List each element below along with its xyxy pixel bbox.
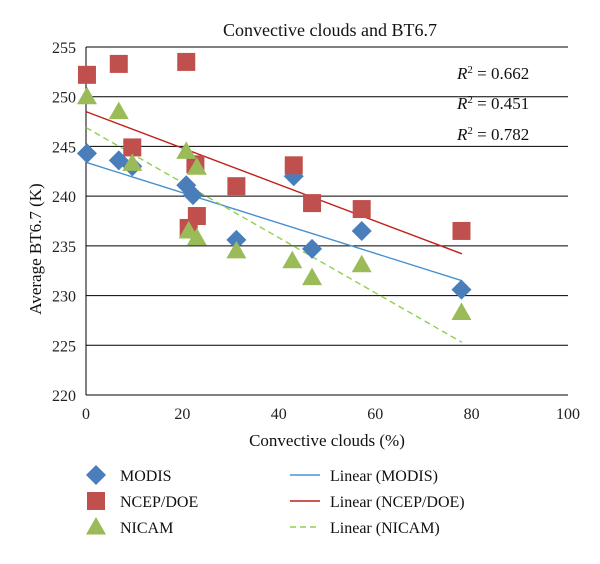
ncep-doe-point bbox=[284, 156, 303, 175]
legend-marker-nicam bbox=[86, 517, 106, 535]
ncep-doe-point bbox=[109, 54, 128, 73]
r-squared-label: R2 = 0.662 bbox=[456, 64, 529, 83]
r-squared-annotations: R2 = 0.662 R2 = 0.451 R2 = 0.782 bbox=[456, 64, 529, 144]
x-tick-label: 0 bbox=[82, 406, 90, 423]
trendline-ncep-doe bbox=[85, 110, 463, 255]
modis-point bbox=[226, 229, 247, 250]
x-tick-label: 60 bbox=[367, 406, 383, 423]
legend-label-nicam: NICAM bbox=[120, 520, 173, 537]
nicam-point bbox=[186, 157, 207, 175]
modis-point bbox=[76, 143, 97, 164]
x-axis-title: Convective clouds (%) bbox=[249, 431, 405, 450]
legend-label-trend-nicam: Linear (NICAM) bbox=[330, 520, 440, 537]
y-tick-labels: 220 225 230 235 240 245 250 255 bbox=[52, 40, 76, 405]
r-squared-label: R2 = 0.782 bbox=[456, 125, 529, 144]
x-tick-labels: 0 20 40 60 80 100 bbox=[82, 406, 580, 423]
legend: MODIS NCEP/DOE NICAM Linear (MODIS) Linear (… bbox=[86, 465, 465, 537]
modis-point bbox=[451, 279, 472, 300]
trendline-modis bbox=[85, 161, 463, 282]
nicam-point bbox=[76, 86, 97, 105]
x-tick-label: 40 bbox=[271, 406, 287, 423]
y-tick-label: 255 bbox=[52, 40, 76, 57]
ncep-doe-point bbox=[352, 200, 371, 219]
nicam-point bbox=[451, 302, 472, 320]
trendline-nicam bbox=[85, 126, 463, 343]
y-tick-label: 220 bbox=[52, 388, 76, 405]
legend-label-trend-modis: Linear (MODIS) bbox=[330, 468, 438, 485]
y-tick-label: 250 bbox=[52, 90, 76, 107]
r-squared-label: R2 = 0.451 bbox=[456, 94, 529, 113]
ncep-doe-point bbox=[123, 138, 142, 157]
ncep-doe-point bbox=[452, 221, 471, 240]
x-tick-label: 20 bbox=[174, 406, 190, 423]
nicam-point bbox=[186, 227, 207, 246]
ncep-doe-point bbox=[303, 194, 322, 213]
nicam-point bbox=[226, 240, 247, 259]
nicam-point bbox=[108, 101, 129, 120]
y-tick-label: 240 bbox=[52, 189, 76, 206]
nicam-point bbox=[302, 267, 323, 286]
data-points bbox=[76, 52, 472, 320]
legend-label-ncep-doe: NCEP/DOE bbox=[120, 494, 198, 511]
modis-point bbox=[302, 238, 323, 259]
y-tick-label: 225 bbox=[52, 338, 76, 355]
modis-point bbox=[183, 185, 204, 206]
ncep-doe-point bbox=[77, 65, 96, 84]
ncep-doe-point bbox=[227, 177, 246, 196]
legend-marker-modis bbox=[86, 465, 106, 485]
chart-title: Convective clouds and BT6.7 bbox=[223, 20, 437, 40]
gridlines bbox=[86, 46, 568, 396]
x-tick-label: 100 bbox=[556, 406, 580, 423]
nicam-point bbox=[282, 250, 303, 269]
x-tick-label: 80 bbox=[464, 406, 480, 423]
modis-point bbox=[351, 220, 372, 241]
trendlines bbox=[85, 110, 463, 343]
nicam-point bbox=[122, 153, 143, 171]
nicam-point bbox=[351, 254, 372, 273]
y-tick-label: 230 bbox=[52, 289, 76, 306]
legend-marker-ncep-doe bbox=[87, 492, 105, 510]
ncep-doe-point bbox=[187, 207, 206, 226]
legend-label-trend-ncep-doe: Linear (NCEP/DOE) bbox=[330, 494, 465, 511]
nicam-point bbox=[176, 141, 197, 159]
y-tick-label: 245 bbox=[52, 139, 76, 156]
legend-label-modis: MODIS bbox=[120, 468, 172, 485]
y-tick-label: 235 bbox=[52, 239, 76, 256]
ncep-doe-point bbox=[177, 52, 196, 71]
y-axis-title: Average BT6.7 (K) bbox=[26, 183, 45, 314]
